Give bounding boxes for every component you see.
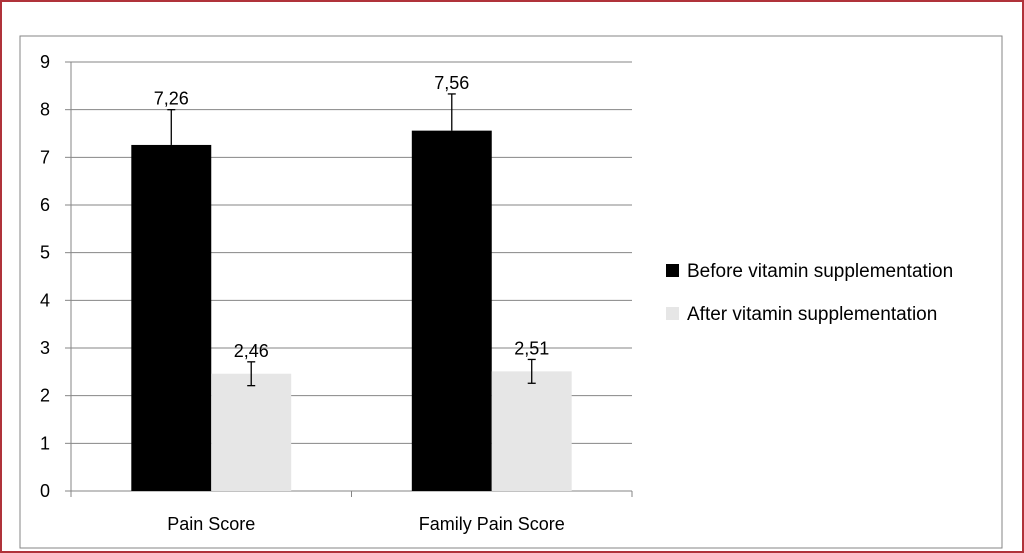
x-category-label: Family Pain Score — [419, 514, 565, 534]
error-bars — [167, 93, 536, 387]
y-tick-label: 6 — [40, 195, 50, 215]
data-label: 2,51 — [514, 338, 549, 358]
data-label: 7,26 — [154, 89, 189, 109]
y-tick-label: 1 — [40, 433, 50, 453]
bar — [211, 373, 292, 491]
y-tick-label: 4 — [40, 290, 50, 310]
legend-swatch — [666, 264, 679, 277]
x-axis: Pain Score Family Pain Score — [70, 490, 633, 534]
x-category-label: Pain Score — [167, 514, 255, 534]
y-axis: 0 1 2 3 4 5 6 7 8 9 — [40, 52, 72, 501]
y-tick-label: 2 — [40, 386, 50, 406]
y-tick-label: 5 — [40, 243, 50, 263]
bars — [131, 130, 572, 491]
y-tick-label: 7 — [40, 147, 50, 167]
legend: Before vitamin supplementation After vita… — [666, 261, 953, 325]
bar — [411, 130, 492, 491]
data-label: 7,56 — [434, 73, 469, 93]
chart-area-border — [19, 35, 1003, 549]
legend-label: After vitamin supplementation — [687, 304, 937, 325]
bar — [131, 144, 212, 491]
y-tick-label: 3 — [40, 338, 50, 358]
y-tick-label: 9 — [40, 52, 50, 72]
y-tick-label: 0 — [40, 481, 50, 501]
data-label: 2,46 — [234, 341, 269, 361]
legend-label: Before vitamin supplementation — [687, 261, 953, 282]
y-tick-label: 8 — [40, 100, 50, 120]
data-labels: 7,26 2,46 7,56 2,51 — [154, 73, 549, 361]
bar — [491, 371, 572, 491]
legend-swatch — [666, 307, 679, 320]
